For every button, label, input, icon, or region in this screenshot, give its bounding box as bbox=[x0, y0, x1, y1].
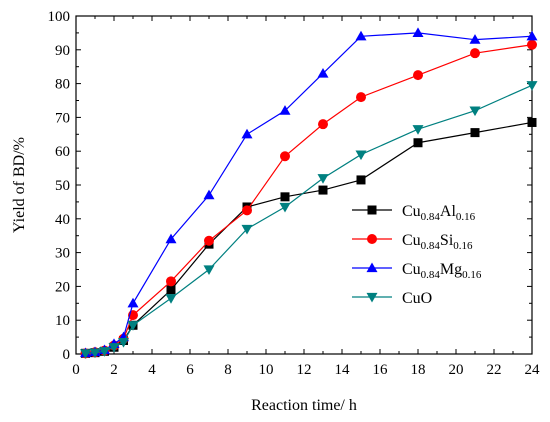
x-axis-label: Reaction time/ h bbox=[251, 397, 357, 414]
y-tick-label: 0 bbox=[63, 347, 71, 363]
x-tick-label: 2 bbox=[110, 362, 118, 378]
x-tick-label: 12 bbox=[297, 362, 312, 378]
y-tick-label: 80 bbox=[55, 77, 70, 93]
data-point bbox=[470, 48, 480, 59]
data-point bbox=[203, 265, 215, 275]
data-point bbox=[242, 205, 252, 216]
x-tick-label: 8 bbox=[224, 362, 232, 378]
legend-entry: Cu0.84Al0.16 bbox=[352, 203, 476, 223]
data-point bbox=[127, 321, 139, 331]
data-point bbox=[165, 294, 177, 304]
y-tick-label: 60 bbox=[55, 144, 70, 160]
data-point bbox=[280, 192, 290, 202]
data-point bbox=[469, 106, 481, 117]
data-point bbox=[241, 128, 253, 139]
legend-label: CuO bbox=[402, 290, 432, 307]
legend-marker bbox=[367, 234, 377, 244]
data-point bbox=[317, 67, 329, 78]
legend-marker bbox=[366, 292, 378, 303]
data-point bbox=[356, 175, 366, 185]
y-tick-label: 90 bbox=[55, 43, 70, 59]
x-tick-label: 4 bbox=[148, 362, 156, 378]
data-point bbox=[127, 297, 139, 308]
y-tick-label: 10 bbox=[55, 313, 70, 329]
data-point bbox=[412, 125, 424, 135]
legend-entry: CuO bbox=[352, 290, 432, 307]
data-point bbox=[355, 150, 367, 161]
legend-label: Cu0.84Si0.16 bbox=[402, 232, 473, 252]
y-tick-label: 20 bbox=[55, 279, 70, 295]
data-point bbox=[280, 151, 290, 162]
x-tick-label: 16 bbox=[373, 362, 389, 378]
legend: Cu0.84Al0.16 Cu0.84Si0.16 Cu0.84Mg0.16 CuO bbox=[352, 203, 482, 307]
y-tick-label: 70 bbox=[55, 110, 70, 126]
data-point bbox=[166, 285, 176, 295]
data-point bbox=[203, 189, 215, 200]
data-point bbox=[204, 235, 214, 246]
data-point bbox=[412, 27, 424, 38]
data-point bbox=[356, 92, 366, 103]
x-tick-label: 22 bbox=[487, 362, 502, 378]
data-point bbox=[165, 233, 177, 244]
y-tick-label: 30 bbox=[55, 246, 70, 262]
x-tick-label: 10 bbox=[259, 362, 274, 378]
data-point bbox=[318, 119, 328, 130]
data-point bbox=[279, 202, 291, 213]
legend-marker bbox=[366, 262, 378, 273]
data-point bbox=[413, 138, 423, 148]
y-tick-label: 100 bbox=[48, 9, 71, 25]
data-point bbox=[99, 347, 110, 357]
series-layer bbox=[80, 27, 538, 359]
data-point bbox=[469, 34, 481, 44]
data-point bbox=[108, 343, 120, 353]
data-point bbox=[413, 70, 423, 81]
series-line bbox=[85, 121, 533, 354]
data-point bbox=[526, 81, 538, 91]
data-point bbox=[317, 174, 329, 184]
axes: 0 2 4 6 8 10 12 14 16 18 20 22 240102030405060708090… bbox=[48, 9, 541, 378]
data-point bbox=[279, 105, 291, 115]
x-tick-label: 18 bbox=[411, 362, 426, 378]
y-axis-label: Yield of BD/% bbox=[11, 137, 28, 233]
data-point bbox=[80, 349, 91, 359]
series-3 bbox=[80, 81, 538, 359]
data-point bbox=[118, 338, 129, 348]
series-2 bbox=[80, 27, 538, 358]
data-point bbox=[318, 185, 328, 195]
x-tick-label: 20 bbox=[449, 362, 464, 378]
data-point bbox=[241, 224, 253, 235]
y-tick-label: 40 bbox=[55, 212, 70, 228]
legend-label: Cu0.84Mg0.16 bbox=[402, 261, 482, 281]
data-point bbox=[527, 39, 537, 50]
data-point bbox=[89, 348, 101, 359]
legend-marker bbox=[367, 205, 377, 215]
series-0 bbox=[81, 117, 537, 358]
x-tick-label: 0 bbox=[72, 362, 80, 378]
data-point bbox=[526, 30, 538, 41]
x-tick-label: 24 bbox=[525, 362, 541, 378]
data-point bbox=[470, 128, 480, 138]
x-tick-label: 14 bbox=[335, 362, 351, 378]
x-tick-label: 6 bbox=[186, 362, 194, 378]
legend-label: Cu0.84Al0.16 bbox=[402, 203, 476, 223]
data-point bbox=[166, 276, 176, 287]
data-point bbox=[355, 30, 367, 41]
legend-entry: Cu0.84Si0.16 bbox=[352, 232, 473, 252]
data-point bbox=[527, 117, 537, 127]
y-tick-label: 50 bbox=[55, 178, 70, 194]
legend-entry: Cu0.84Mg0.16 bbox=[352, 261, 482, 281]
plot-frame bbox=[75, 15, 533, 355]
